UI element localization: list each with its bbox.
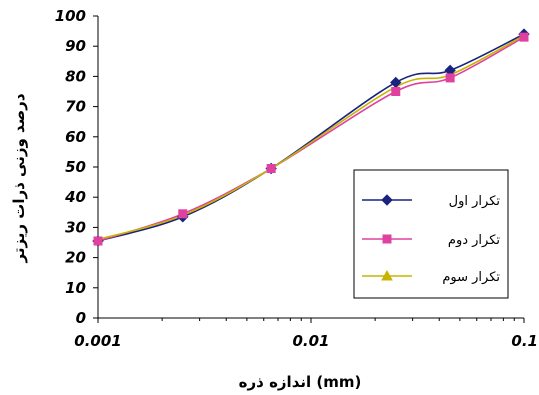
axes xyxy=(93,15,525,323)
series-line-2 xyxy=(97,36,525,242)
legend-marker-1 xyxy=(381,194,393,206)
data-point-series-2 xyxy=(519,32,529,42)
data-point-series-2 xyxy=(445,73,455,83)
y-tick-label: 40 xyxy=(64,188,86,206)
y-tick-label: 100 xyxy=(55,7,86,25)
data-point-series-2 xyxy=(93,236,103,246)
y-tick-label: 20 xyxy=(65,249,86,267)
legend: تکرار اول تکرار دوم تکرار سوم xyxy=(353,169,509,299)
x-tick-label: 0.001 xyxy=(74,332,121,350)
y-tick-labels: 0 10 20 30 40 50 60 70 80 90 100 xyxy=(55,7,86,327)
data-point-series-2 xyxy=(266,164,276,174)
y-tick-label: 60 xyxy=(65,128,86,146)
y-tick-label: 70 xyxy=(65,98,86,116)
legend-label-1: تکرار اول xyxy=(449,194,501,209)
y-tick-label: 80 xyxy=(65,67,86,85)
data-point-series-2 xyxy=(178,209,188,219)
y-tick-label: 30 xyxy=(65,218,86,236)
y-axis-title: درصد وزنی ذرات ریزتر xyxy=(10,93,28,263)
x-tick-label: 0.01 xyxy=(292,332,329,350)
legend-label-3: تکرار سوم xyxy=(442,270,500,285)
y-tick-label: 50 xyxy=(65,158,86,176)
x-tick-label: 0.1 xyxy=(511,332,538,350)
series-markers xyxy=(92,28,530,247)
x-axis-title: اندازه ذره (mm) xyxy=(239,373,362,391)
data-point-series-2 xyxy=(391,87,401,96)
legend-label-2: تکرار دوم xyxy=(448,233,500,248)
legend-marker-3 xyxy=(381,269,393,281)
legend-marker-2 xyxy=(382,234,392,244)
y-tick-label: 90 xyxy=(65,37,86,55)
x-tick-labels: 0.001 0.01 0.1 xyxy=(74,332,538,350)
y-tick-label: 0 xyxy=(76,309,86,327)
y-tick-label: 10 xyxy=(65,279,86,297)
